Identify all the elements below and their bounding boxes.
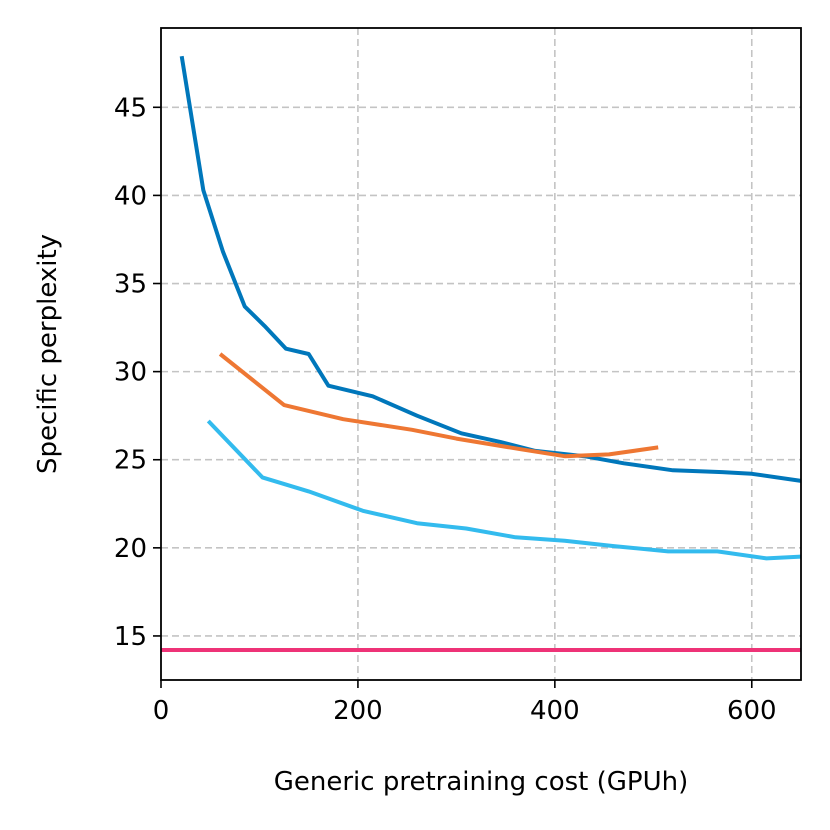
y-tick-label: 15	[114, 622, 147, 652]
y-tick-label: 20	[114, 534, 147, 564]
y-tick-label: 40	[114, 181, 147, 211]
plot-frame	[160, 27, 802, 681]
x-tick-label: 0	[153, 696, 170, 726]
x-tick-label: 400	[530, 696, 580, 726]
x-tick-label: 600	[727, 696, 777, 726]
y-tick-label: 45	[114, 93, 147, 123]
y-tick-labels: 15 20 25 30 35 40 45	[114, 93, 147, 652]
y-tick-label: 30	[114, 358, 147, 388]
tick-marks	[153, 106, 753, 688]
y-tick-label: 35	[114, 270, 147, 300]
series-line-2	[218, 352, 659, 459]
y-tick-label: 25	[114, 446, 147, 476]
x-axis-label: Generic pretraining cost (GPUh)	[274, 767, 689, 797]
x-tick-label: 200	[333, 696, 383, 726]
y-axis-label: Specific perplexity	[33, 234, 63, 474]
x-tick-labels: 0 200 400 600	[153, 696, 777, 726]
series-line-1	[179, 55, 802, 483]
series-lines	[161, 55, 802, 652]
grid	[161, 28, 801, 680]
series-line-3	[206, 419, 802, 561]
